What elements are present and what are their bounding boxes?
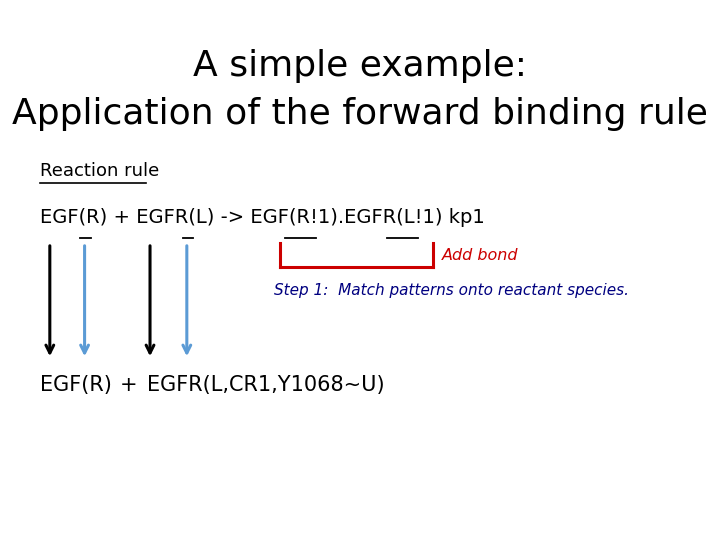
Text: Add bond: Add bond bbox=[442, 248, 518, 262]
Text: +: + bbox=[120, 375, 138, 395]
Text: A simple example:: A simple example: bbox=[193, 49, 527, 83]
Text: Reaction rule: Reaction rule bbox=[40, 162, 159, 180]
Text: EGF(R) + EGFR(L) -> EGF(R!1).EGFR(L!1) kp1: EGF(R) + EGFR(L) -> EGF(R!1).EGFR(L!1) k… bbox=[40, 208, 485, 227]
Text: EGF(R): EGF(R) bbox=[40, 375, 112, 395]
Text: Step 1:  Match patterns onto reactant species.: Step 1: Match patterns onto reactant spe… bbox=[274, 284, 629, 299]
Text: EGFR(L,CR1,Y1068~U): EGFR(L,CR1,Y1068~U) bbox=[147, 375, 384, 395]
Text: Application of the forward binding rule: Application of the forward binding rule bbox=[12, 97, 708, 131]
